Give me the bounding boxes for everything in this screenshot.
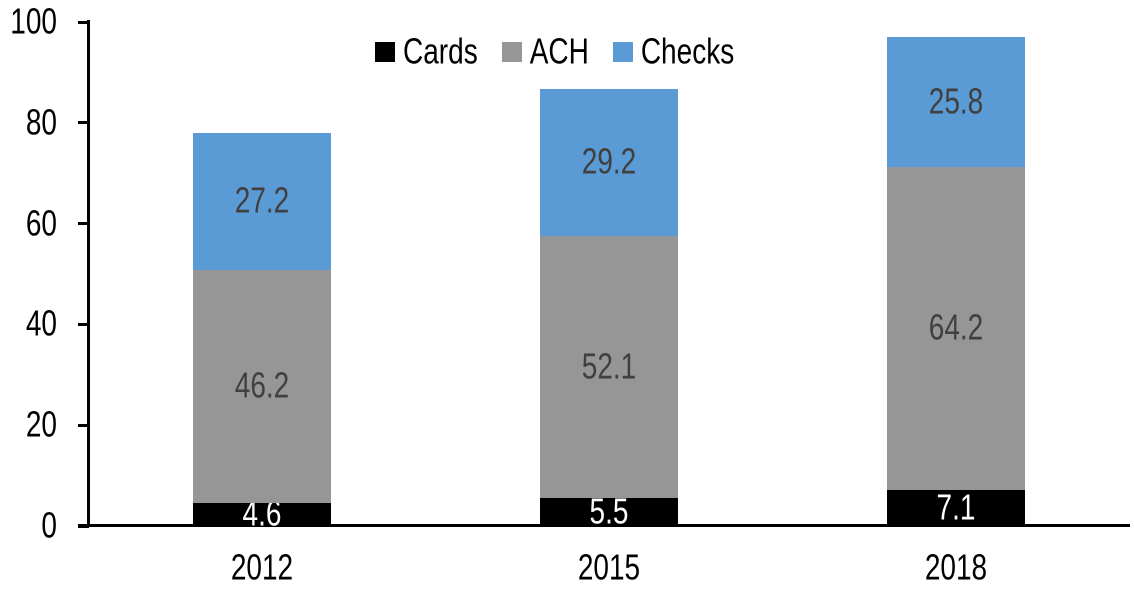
y-axis-tick-100 xyxy=(78,20,89,24)
y-axis-tick-40 xyxy=(78,322,89,326)
segment-value-label: 25.8 xyxy=(928,80,984,122)
legend-label-cards: Cards xyxy=(403,31,478,72)
y-axis-label-text: 80 xyxy=(25,101,57,143)
y-axis-tick-80 xyxy=(78,121,89,125)
x-axis-label-text: 2018 xyxy=(924,547,988,588)
x-axis-label-2012: 2012 xyxy=(193,547,331,587)
bar-segment-2018-ach: 64.2 xyxy=(887,166,1025,491)
segment-value-label: 27.2 xyxy=(234,180,290,221)
y-axis-label-40: 40 xyxy=(0,304,57,344)
legend-label-ach: ACH xyxy=(529,31,589,72)
chart-legend: Cards ACH Checks xyxy=(375,31,734,72)
legend-swatch-checks xyxy=(612,42,633,62)
y-axis-label-text: 100 xyxy=(10,1,57,42)
segment-value-label: 7.1 xyxy=(936,487,976,528)
bar-segment-2012-cards: 4.6 xyxy=(193,494,331,534)
y-axis-label-text: 20 xyxy=(25,404,57,445)
segment-value-label: 52.1 xyxy=(581,346,637,387)
y-axis-label-80: 80 xyxy=(0,102,57,142)
y-axis-label-60: 60 xyxy=(0,203,57,243)
y-axis-label-20: 20 xyxy=(0,404,57,444)
y-axis-label-100: 100 xyxy=(0,1,57,41)
legend-swatch-ach xyxy=(501,42,522,62)
bar-segment-2015-cards: 5.5 xyxy=(540,491,678,532)
y-axis-label-text: 0 xyxy=(41,505,57,546)
legend-item-ach: ACH xyxy=(501,31,589,72)
x-axis-label-text: 2015 xyxy=(577,547,641,588)
y-axis-label-text: 40 xyxy=(25,303,57,344)
legend-item-checks: Checks xyxy=(612,31,734,72)
segment-value-label: 46.2 xyxy=(234,365,290,406)
legend-label-checks: Checks xyxy=(640,31,735,72)
y-axis-label-text: 60 xyxy=(25,202,57,244)
legend-item-cards: Cards xyxy=(375,31,478,72)
y-axis-line xyxy=(87,20,90,527)
y-axis-label-0: 0 xyxy=(0,505,57,545)
bar-segment-2018-cards: 7.1 xyxy=(887,487,1025,528)
segment-value-label: 29.2 xyxy=(581,141,637,182)
y-axis-tick-20 xyxy=(78,423,89,427)
x-axis-label-2015: 2015 xyxy=(540,547,678,587)
bar-segment-2018-checks: 25.8 xyxy=(887,36,1025,167)
x-axis-label-2018: 2018 xyxy=(887,547,1025,587)
y-axis-tick-60 xyxy=(78,222,89,226)
segment-value-label: 64.2 xyxy=(928,307,984,348)
bar-segment-2015-ach: 52.1 xyxy=(540,235,678,499)
x-axis-label-text: 2012 xyxy=(230,547,294,588)
bar-segment-2012-checks: 27.2 xyxy=(193,132,331,270)
bar-segment-2015-checks: 29.2 xyxy=(540,88,678,236)
bar-segment-2012-ach: 46.2 xyxy=(193,269,331,503)
legend-swatch-cards xyxy=(375,42,395,62)
